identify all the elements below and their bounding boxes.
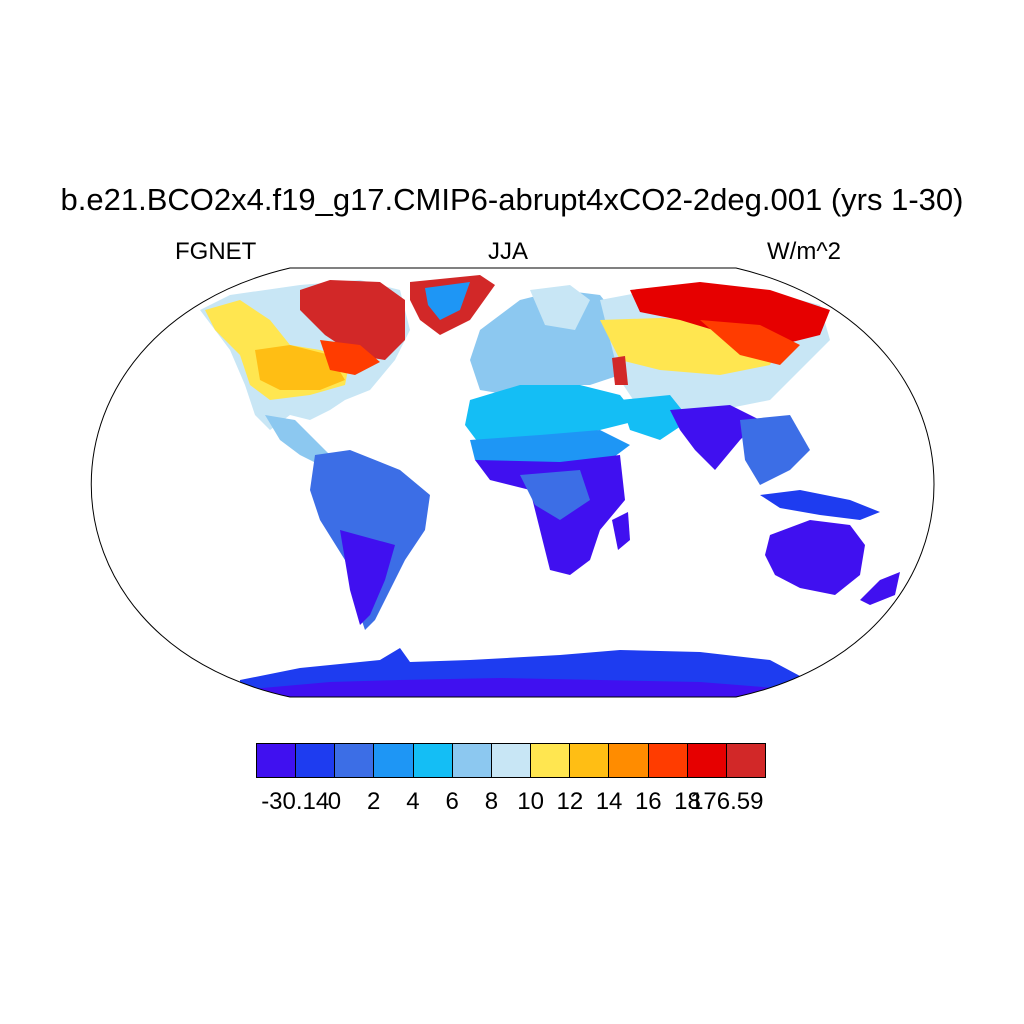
colorbar-tick-label: 6 — [445, 788, 459, 815]
season-label: JJA — [488, 238, 529, 265]
south-america-south — [340, 530, 395, 625]
colorbar-swatch — [452, 744, 492, 777]
colorbar-swatch — [413, 744, 453, 777]
colorbar-swatch — [491, 744, 532, 777]
colorbar-swatch — [335, 744, 375, 777]
colorbar-swatch — [531, 744, 571, 777]
units-label: W/m^2 — [767, 238, 841, 265]
greenland-interior — [425, 282, 470, 320]
southeast-asia — [740, 415, 810, 485]
colorbar-swatch — [296, 744, 336, 777]
canadian-arctic — [300, 280, 405, 360]
colorbar-swatch — [374, 744, 414, 777]
africa-sahara — [465, 385, 640, 445]
africa-tropical — [475, 455, 625, 575]
colorbar-tick-label: -30.14 — [261, 788, 330, 815]
colorbar-tick-label: 12 — [556, 788, 584, 815]
colorbar-swatch — [687, 744, 727, 777]
colorbar-tick-label: 176.59 — [690, 788, 764, 815]
colorbar-swatch — [726, 744, 766, 777]
new-zealand — [860, 572, 900, 605]
colorbar-tick-label: 8 — [484, 788, 499, 815]
colorbar-tick-label: 18 — [674, 788, 701, 815]
colorbar-tick-label: 14 — [595, 788, 623, 815]
colorbar-swatch — [257, 744, 297, 777]
caspian-hotspot — [612, 356, 628, 385]
europe-region — [470, 290, 640, 395]
africa-central — [520, 470, 590, 520]
colorbar-swatch — [609, 744, 649, 777]
colorbar-swatch — [570, 744, 610, 777]
madagascar — [612, 512, 630, 550]
colorbar-tick-label: 2 — [367, 788, 381, 815]
colorbar-tick-label: 4 — [406, 788, 420, 815]
colorbar-swatch — [648, 744, 688, 777]
colorbar-tick-label: 10 — [517, 788, 544, 815]
central-america — [265, 415, 330, 465]
plot-title: b.e21.BCO2x4.f19_g17.CMIP6-abrupt4xCO2-2… — [60, 182, 964, 217]
colorbar — [256, 743, 766, 778]
scandinavia — [530, 285, 590, 330]
north-america-hot — [255, 345, 345, 390]
indonesia — [760, 490, 880, 520]
siberia-region — [630, 282, 830, 345]
siberia-east — [700, 320, 800, 365]
colorbar-tick-label: 16 — [634, 788, 662, 815]
variable-label: FGNET — [175, 238, 257, 265]
australia-region — [765, 520, 865, 595]
colorbar-tick-label: 0 — [327, 788, 342, 815]
india-region — [670, 405, 760, 470]
canada-east — [320, 340, 380, 375]
antarctica-edge — [240, 678, 800, 697]
middle-east — [620, 395, 690, 440]
map-border — [90, 267, 935, 698]
